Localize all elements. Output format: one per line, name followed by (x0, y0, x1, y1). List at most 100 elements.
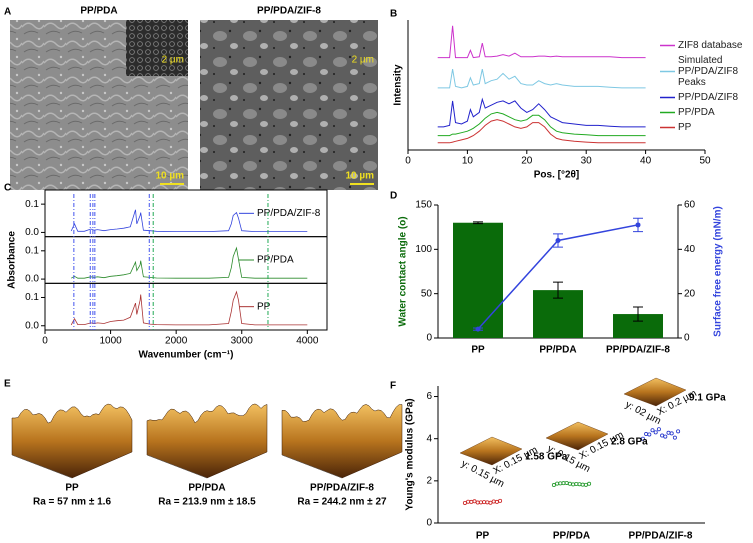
x-tick-label: 50 (699, 156, 711, 167)
x-tick-label: PP (476, 531, 490, 542)
x-tick-label: 40 (640, 156, 652, 167)
afm-surface (281, 404, 403, 479)
y-tick-label: 0.1 (25, 292, 39, 303)
y-tick-label: 6 (426, 391, 432, 402)
point (571, 482, 576, 487)
point (485, 500, 490, 505)
y-tick-label: 0.1 (25, 245, 39, 256)
afm-axis (11, 454, 73, 479)
point (580, 482, 585, 487)
point (577, 482, 582, 487)
error-bar (633, 306, 643, 322)
spectrum (70, 290, 308, 326)
inset-modulus: 1.58 GPa (525, 452, 568, 463)
pattern-line (437, 111, 646, 137)
point (672, 435, 677, 440)
image-title: PP/PDA/ZIF-8 (257, 6, 321, 17)
y-tick-label: 0.1 (25, 199, 39, 210)
sem-inset (126, 20, 188, 76)
point (482, 500, 487, 505)
y-tick-label: 0.0 (25, 227, 39, 238)
point (640, 436, 645, 441)
bar (453, 222, 503, 338)
scale-label: 10 µm (155, 171, 184, 182)
point (551, 483, 556, 488)
point (475, 326, 481, 332)
axis-title: Water contact angle (o) (398, 216, 409, 326)
y-tick-label: 20 (684, 288, 696, 299)
point (462, 500, 467, 505)
sem-image (200, 20, 378, 190)
point (574, 482, 579, 487)
point (555, 237, 561, 243)
x-tick-label: 1000 (99, 336, 122, 347)
image-label: PP/PDA (188, 483, 225, 494)
point (498, 498, 503, 503)
x-tick-label: 20 (521, 156, 533, 167)
afm-axis (281, 454, 343, 479)
point (663, 434, 668, 439)
y-tick-label: 100 (415, 244, 432, 255)
point (564, 480, 569, 485)
x-tick-label: 2000 (165, 336, 188, 347)
point (466, 499, 471, 504)
panel-letter: C (4, 183, 11, 194)
point (491, 499, 496, 504)
point (587, 481, 592, 486)
x-tick-label: PP/PDA (539, 345, 576, 356)
axis-title: Wavenumber (cm⁻¹) (139, 350, 234, 361)
point (653, 430, 658, 435)
pattern-line (437, 25, 646, 59)
point (558, 481, 563, 486)
legend-label: PP/PDA (257, 255, 294, 266)
y-tick-label: 2 (426, 475, 432, 486)
pattern-line (437, 119, 646, 144)
point (567, 481, 572, 486)
inset-scale: 2 µm (162, 55, 184, 66)
x-tick-label: 0 (42, 336, 48, 347)
afm-inset (623, 377, 687, 407)
afm-inset (545, 421, 609, 451)
y-tick-label: 0.0 (25, 320, 39, 331)
point (469, 499, 474, 504)
panel-letter: D (390, 191, 397, 202)
point (478, 500, 483, 505)
inset-modulus: 9.1 GPa (689, 393, 726, 404)
afm-axis (146, 454, 208, 479)
inset-scale: 2 µm (352, 55, 374, 66)
point (488, 500, 493, 505)
pattern-line (437, 68, 646, 89)
panel-letter: E (4, 379, 11, 390)
point (644, 432, 649, 437)
y-tick-label: 0.0 (25, 274, 39, 285)
point (494, 499, 499, 504)
legend-label: PP/PDA/ZIF-8 (257, 208, 321, 219)
axis-title: Pos. [°2θ] (534, 170, 580, 181)
image-title: PP/PDA (80, 6, 117, 17)
afm-inset (459, 436, 523, 466)
axis-title: Absorbance (7, 231, 18, 289)
roughness: Ra = 213.9 nm ± 18.5 (158, 497, 256, 508)
legend-label: PP (257, 301, 271, 312)
point (472, 499, 477, 504)
point (669, 431, 674, 436)
error-bar (473, 221, 483, 225)
panel-letter: A (4, 7, 11, 18)
panel-letter: B (390, 9, 397, 20)
y-tick-label: 4 (426, 433, 432, 444)
panel-letter: F (390, 381, 396, 392)
legend-label: PP (678, 122, 692, 133)
x-tick-label: 10 (462, 156, 474, 167)
x-tick-label: 4000 (296, 336, 319, 347)
x-tick-label: PP/PDA/ZIF-8 (629, 531, 693, 542)
y-tick-label: 150 (415, 200, 432, 211)
y-tick-label: 0 (684, 333, 690, 344)
roughness: Ra = 57 nm ± 1.6 (33, 497, 111, 508)
error-bar (553, 281, 563, 299)
point (475, 500, 480, 505)
point (583, 482, 588, 487)
x-tick-label: PP/PDA (553, 531, 590, 542)
legend-label: ZIF8 database (678, 40, 743, 51)
y-tick-label: 0 (426, 333, 432, 344)
legend-label: Simulated PP/PDA/ZIF8 Peaks (678, 55, 739, 88)
